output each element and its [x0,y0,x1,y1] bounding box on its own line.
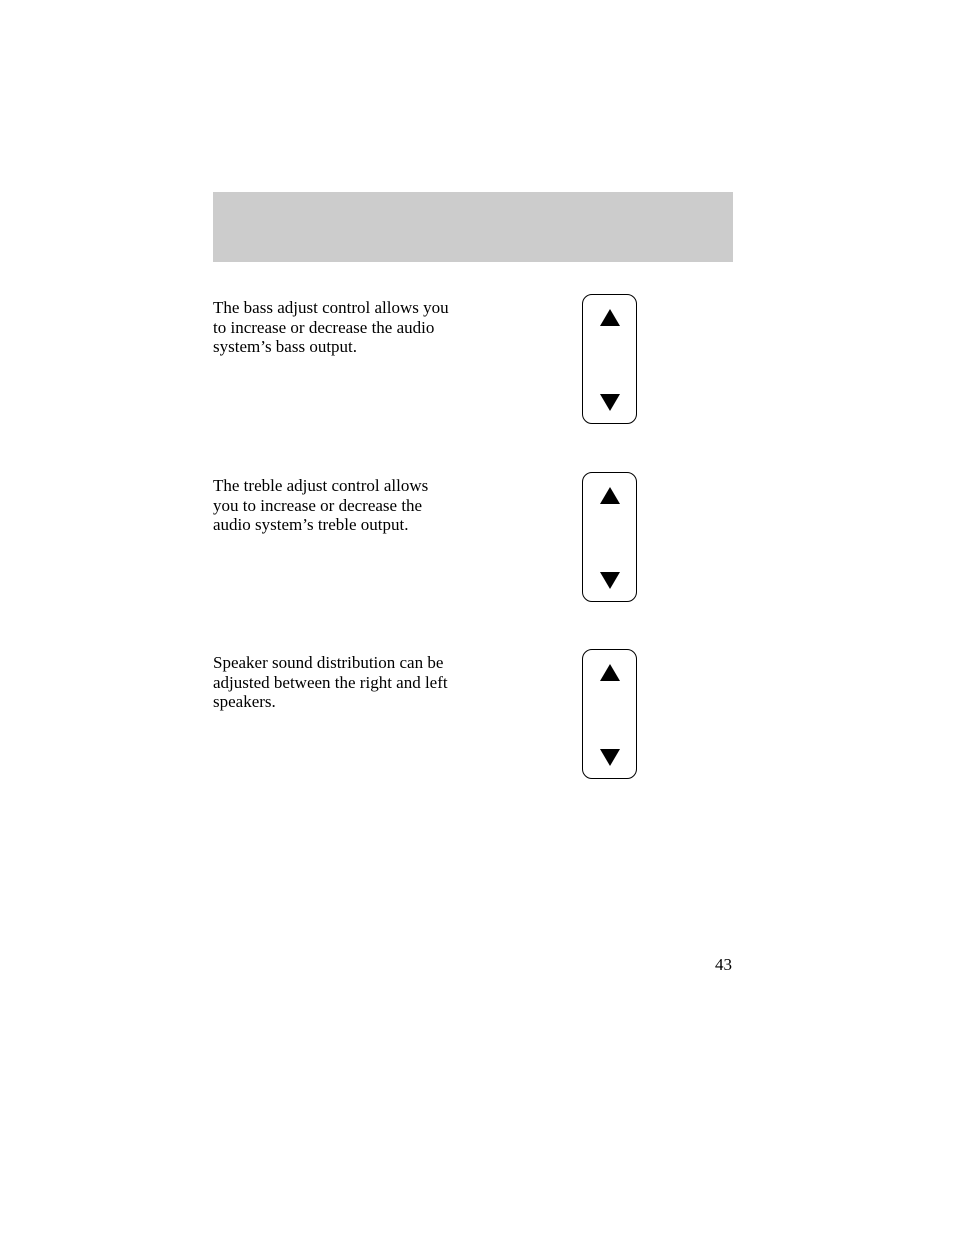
balance-description: Speaker sound distribution can be adjust… [213,653,458,712]
triangle-up-icon [600,309,620,326]
section-treble: The treble adjust control allows you to … [213,476,733,535]
triangle-down-icon [600,572,620,589]
bass-rocker-control [582,294,637,424]
triangle-down-icon [600,394,620,411]
section-bass: The bass adjust control allows you to in… [213,298,733,357]
page: The bass adjust control allows you to in… [0,0,954,1235]
triangle-up-icon [600,487,620,504]
triangle-down-icon [600,749,620,766]
section-balance: Speaker sound distribution can be adjust… [213,653,733,712]
triangle-up-icon [600,664,620,681]
header-bar [213,192,733,262]
treble-description: The treble adjust control allows you to … [213,476,458,535]
bass-description: The bass adjust control allows you to in… [213,298,458,357]
treble-rocker-control [582,472,637,602]
page-number: 43 [715,955,732,975]
balance-rocker-control [582,649,637,779]
